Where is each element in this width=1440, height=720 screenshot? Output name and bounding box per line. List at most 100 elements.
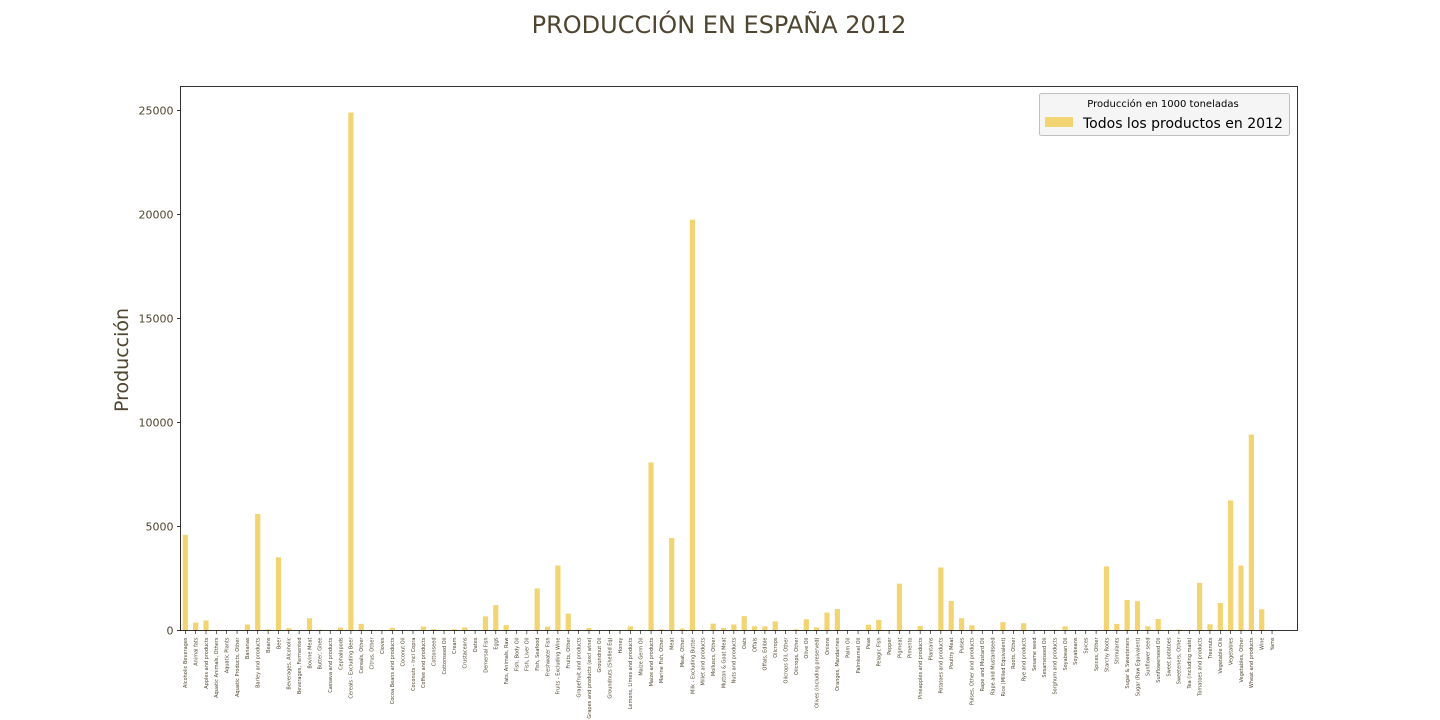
x-tick-label: Sunflowerseed Oil xyxy=(1156,638,1162,683)
x-ticks-group: Alcoholic Beverages Animal fats Apples and… xyxy=(183,630,1276,719)
x-tick-label: Beverages, Alcoholic xyxy=(287,637,293,689)
bar xyxy=(317,629,323,631)
bar xyxy=(482,616,489,631)
bar xyxy=(565,613,571,631)
bar xyxy=(865,624,871,631)
x-tick-label: Freshwater Fish xyxy=(545,638,551,677)
x-tick-label: Beer xyxy=(276,637,282,650)
x-tick-label: Oilcrops, Other xyxy=(794,637,800,676)
x-tick-label: Rape and Mustardseed xyxy=(990,638,996,695)
bar xyxy=(834,609,840,631)
x-tick-label: Oats xyxy=(742,637,748,649)
bar xyxy=(493,605,499,631)
bar xyxy=(265,629,271,631)
x-tick-label: Oilcrops Oil, Other xyxy=(783,637,789,684)
x-tick-label: Sweet potatoes xyxy=(1166,637,1172,676)
x-tick-label: Honey xyxy=(618,637,624,653)
x-tick-label: Roots, Other xyxy=(1011,637,1017,669)
chart-title: PRODUCCIÓN EN ESPAÑA 2012 xyxy=(532,9,907,39)
bar xyxy=(389,627,395,631)
x-tick-label: Sugar (Raw Equivalent) xyxy=(1135,637,1141,696)
x-tick-label: Pelagic Fish xyxy=(877,638,883,667)
bar xyxy=(710,623,716,631)
bar xyxy=(1228,500,1234,631)
bar xyxy=(244,624,250,631)
bar xyxy=(555,565,561,631)
bar xyxy=(793,629,799,631)
x-tick-label: Onions xyxy=(825,637,831,655)
y-tick-label: 5000 xyxy=(146,520,174,533)
x-tick-label: Soyabean Oil xyxy=(1063,638,1069,671)
x-tick-label: Sunflower seed xyxy=(1146,638,1152,676)
x-tick-label: Wine xyxy=(1260,638,1266,650)
x-tick-label: Cocoa Beans and products xyxy=(390,637,396,704)
x-tick-label: Groundnut Oil xyxy=(597,638,603,673)
x-tick-label: Sweeteners, Other xyxy=(1177,637,1183,685)
x-tick-label: Offals, Edible xyxy=(763,638,769,671)
bar xyxy=(824,612,830,631)
bar xyxy=(669,537,675,631)
x-tick-label: Soyabeans xyxy=(1073,637,1079,665)
x-tick-label: Citrus, Other xyxy=(369,637,375,670)
bar xyxy=(948,600,954,631)
x-tick-label: Pigmeat xyxy=(897,637,903,657)
x-tick-label: Millet and products xyxy=(701,637,707,685)
x-tick-label: Cereals - Excluding Beer xyxy=(349,637,355,699)
y-tick-label: 25000 xyxy=(139,104,174,117)
x-tick-label: Sesame seed xyxy=(1032,638,1038,671)
x-tick-label: Tomatoes and products xyxy=(1197,637,1203,697)
bar xyxy=(772,621,778,631)
x-tick-label: Peas xyxy=(866,637,872,649)
bar xyxy=(182,534,188,631)
legend-entry-label: Todos los productos en 2012 xyxy=(1082,116,1283,132)
bar xyxy=(679,628,685,631)
bar xyxy=(1134,601,1141,631)
x-tick-label: Cloves xyxy=(380,637,386,654)
x-tick-label: Cottonseed xyxy=(432,638,438,667)
x-tick-label: Sugar & Sweeteners xyxy=(1125,637,1131,688)
x-tick-label: Pineapples and products xyxy=(918,637,924,699)
bar xyxy=(1145,626,1151,631)
x-tick-label: Plantains xyxy=(928,637,934,660)
bar xyxy=(1062,626,1068,631)
x-tick-label: Vegetable Oils xyxy=(1218,637,1224,673)
x-tick-label: Coconut Oil xyxy=(400,638,406,667)
bar xyxy=(917,625,923,631)
x-tick-label: Cassava and products xyxy=(328,637,334,693)
x-tick-label: Fish, Liver Oil xyxy=(525,638,531,671)
bar xyxy=(1021,623,1027,631)
x-tick-label: Meat xyxy=(670,637,676,649)
y-tick-label: 20000 xyxy=(139,208,174,221)
x-tick-label: Fish, Body Oil xyxy=(514,638,520,672)
legend: Producción en 1000 toneladas Todos los p… xyxy=(1039,93,1290,136)
x-tick-label: Stimulants xyxy=(1115,637,1121,664)
bar xyxy=(451,629,457,631)
bar xyxy=(1155,619,1161,631)
bar xyxy=(534,588,540,631)
x-tick-label: Milk - Excluding Butter xyxy=(690,637,696,694)
x-tick-label: Rice (Milled Equivalent) xyxy=(1001,637,1007,696)
x-tick-label: Rape and Mustard Oil xyxy=(980,638,986,692)
bar xyxy=(1124,599,1130,631)
x-tick-label: Maize Germ Oil xyxy=(639,638,645,676)
bar xyxy=(203,620,209,631)
legend-swatch xyxy=(1045,117,1073,127)
x-tick-label: Offals xyxy=(752,637,758,652)
x-tick-label: Potatoes and products xyxy=(939,637,945,693)
x-tick-label: Eggs xyxy=(494,637,500,650)
bar xyxy=(544,626,551,631)
bar xyxy=(741,616,747,631)
x-tick-label: Maize and products xyxy=(649,637,655,686)
bar xyxy=(462,627,468,631)
bar xyxy=(275,557,282,631)
x-tick-label: Coffee and products xyxy=(421,637,427,688)
bar xyxy=(938,567,944,631)
x-tick-label: Poultry Meat xyxy=(949,637,955,668)
bar xyxy=(1197,582,1203,631)
x-tick-label: Dates xyxy=(473,637,479,652)
x-tick-label: Bovine Meat xyxy=(307,637,313,668)
x-tick-label: Grapefruit and products xyxy=(576,637,582,697)
x-tick-label: Tea (including mate) xyxy=(1187,637,1193,689)
bar xyxy=(1000,622,1006,631)
bars-group xyxy=(182,112,1265,631)
